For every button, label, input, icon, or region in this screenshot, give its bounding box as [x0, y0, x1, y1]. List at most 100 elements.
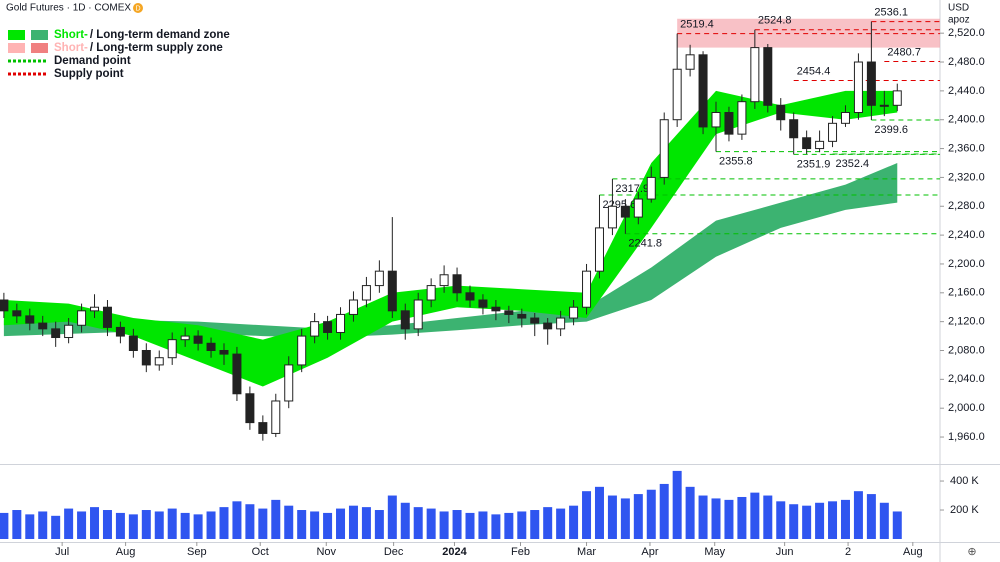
level-label: 2454.4 [797, 65, 831, 77]
x-tick-label: Jul [55, 546, 69, 558]
volume-bar [620, 498, 630, 539]
candle-body [452, 274, 462, 294]
volume-bar [219, 507, 229, 539]
y-tick-label: 2,400.0 [948, 114, 985, 126]
volume-bar [336, 508, 346, 539]
volume-bar [556, 508, 566, 539]
volume-tick-label: 200 K [950, 504, 979, 516]
volume-bar [193, 514, 203, 539]
y-tick-label: 2,480.0 [948, 56, 985, 68]
level-label: 2519.4 [680, 19, 714, 31]
volume-bar [361, 507, 371, 539]
header: Gold Futures · 1D · COMEX [6, 3, 131, 14]
volume-bar [271, 499, 281, 539]
y-tick-label: 1,960.0 [948, 431, 985, 443]
legend-swatch [31, 30, 48, 40]
volume-bar [180, 512, 190, 539]
volume-bar [348, 505, 358, 539]
legend-long: / Long-term demand zone [90, 29, 230, 41]
volume-bar [776, 501, 786, 539]
volume-bar [102, 510, 112, 539]
candle-body [853, 61, 863, 114]
volume-bar [284, 505, 294, 539]
candle-body [167, 339, 177, 359]
level-label: 2355.8 [719, 155, 753, 167]
candle-body [102, 306, 112, 328]
volume-bar [297, 510, 307, 539]
volume-bar [530, 510, 540, 539]
legend-label: Demand point [54, 55, 131, 67]
candle-body [387, 270, 397, 312]
candle-body [711, 112, 721, 128]
candle-body [594, 227, 604, 272]
legend-label: Supply point [54, 68, 124, 80]
candle-body [543, 322, 553, 330]
volume-bar [594, 486, 604, 539]
candle-body [77, 310, 87, 326]
volume-bar [154, 511, 164, 539]
legend-short: Short- [54, 42, 88, 54]
x-tick-label: May [704, 546, 725, 558]
volume-bar [789, 504, 799, 539]
level-label: 2241.8 [628, 238, 662, 250]
candle-body [284, 364, 294, 402]
ema-band [3, 90, 898, 387]
x-tick-label: Aug [903, 546, 923, 558]
y-tick-label: 2,200.0 [948, 258, 985, 270]
candle-body [750, 47, 760, 103]
volume-bar [400, 502, 410, 539]
candle-body [815, 140, 825, 150]
y-tick-label: 2,320.0 [948, 171, 985, 183]
candle-body [607, 205, 617, 229]
candle-body [491, 306, 501, 312]
candle-body [646, 176, 656, 200]
candle-body [737, 101, 747, 135]
volume-bar [167, 508, 177, 539]
candle-body [685, 54, 695, 70]
volume-bar [232, 501, 242, 539]
candle-body [633, 198, 643, 218]
volume-bar [64, 508, 74, 539]
x-tick-label: 2 [845, 546, 851, 558]
volume-bar [802, 505, 812, 539]
volume-bar [51, 515, 61, 539]
x-tick-label: Dec [384, 546, 404, 558]
volume-bar [374, 510, 384, 539]
volume-bar [387, 495, 397, 539]
volume-bar [737, 496, 747, 539]
candle-body [530, 317, 540, 324]
candle-body [698, 54, 708, 128]
candle-body [763, 47, 773, 106]
level-label: 2317.9 [615, 183, 649, 195]
volume-bar [478, 511, 488, 539]
settings-icon[interactable]: ⊕ [967, 546, 976, 558]
candle-body [789, 119, 799, 139]
x-tick-label: Jun [776, 546, 794, 558]
x-tick-label: Apr [641, 546, 658, 558]
candle-body [517, 313, 527, 319]
badge: D [135, 5, 140, 12]
ema-band [3, 162, 898, 338]
volume-bar [115, 512, 125, 539]
candle-body [465, 292, 475, 301]
x-tick-label: Mar [577, 546, 596, 558]
volume-bar [491, 514, 501, 539]
volume-bar [672, 470, 682, 539]
volume-bar [685, 486, 695, 539]
volume-bar [828, 501, 838, 539]
volume-bar [258, 508, 268, 539]
volume-bar [543, 507, 553, 539]
candle-body [840, 112, 850, 124]
candle-body [310, 321, 320, 337]
candle-body [323, 321, 333, 333]
candle-body [348, 299, 358, 315]
candle-body [128, 335, 138, 351]
volume-bar [439, 511, 449, 539]
volume-bar [646, 489, 656, 539]
volume-bar [38, 511, 48, 539]
candle-body [232, 353, 242, 395]
candle-body [90, 306, 100, 312]
candle-body [478, 299, 488, 308]
candle-body [776, 104, 786, 121]
